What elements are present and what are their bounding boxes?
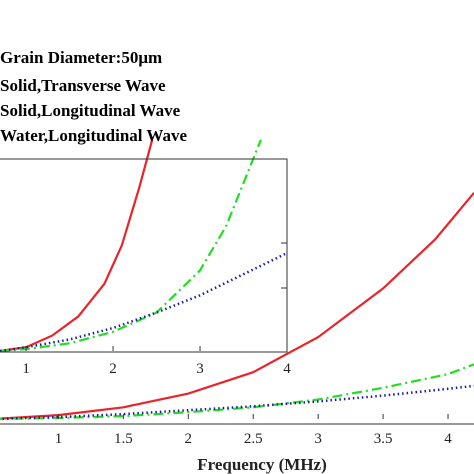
main-tick-label-1: 1.5 [114, 431, 133, 447]
main-series-line-1 [0, 363, 474, 420]
inset-series-line-2 [0, 251, 288, 353]
inset-background [0, 159, 287, 352]
main-tick-label-2: 2 [185, 431, 193, 447]
inset-series-group [0, 139, 288, 353]
main-tick-label-4: 3 [314, 431, 322, 447]
main-x-ticks: 1 1.5 2 2.5 3 3.5 4 [55, 414, 452, 447]
main-series-line-2 [0, 384, 474, 421]
main-tick-label-5: 3.5 [374, 431, 393, 447]
inset-series-line-1 [0, 139, 262, 353]
inset-series-line-0 [0, 139, 154, 353]
x-axis-label: Frequency (MHz) [197, 455, 327, 474]
inset-tick-label-1: 2 [109, 361, 117, 377]
inset-tick-label-2: 3 [196, 361, 204, 377]
inset-tick-label-3: 4 [283, 361, 291, 377]
legend-entry-solid-longitudinal: Solid,Longitudinal Wave [0, 101, 181, 120]
inset-frame [0, 158, 288, 353]
main-series-group [0, 192, 474, 421]
legend-entry-water-longitudinal: Water,Longitudinal Wave [0, 126, 188, 145]
inset-tick-label-0: 1 [22, 361, 30, 377]
main-tick-label-0: 1 [55, 431, 63, 447]
legend-entry-solid-transverse: Solid,Transverse Wave [0, 76, 166, 95]
legend-title: Grain Diameter:50μm [0, 48, 163, 67]
main-tick-label-3: 2.5 [244, 431, 263, 447]
main-series-line-0 [0, 192, 474, 420]
inset-x-ticks: 1 2 3 4 [22, 346, 291, 377]
main-tick-label-6: 4 [444, 431, 452, 447]
